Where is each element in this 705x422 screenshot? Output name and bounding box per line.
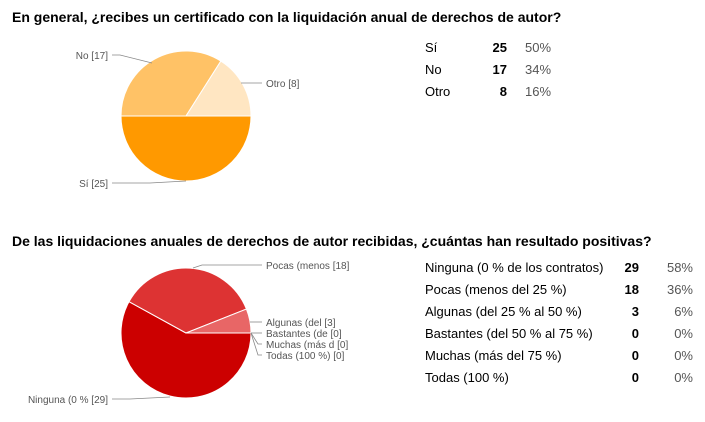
legend-count: 29 bbox=[624, 259, 639, 275]
slice-label-3: Algunas (del [3] bbox=[266, 318, 336, 329]
legend-row: Bastantes (del 50 % al 75 %) 0 0% bbox=[425, 322, 693, 344]
legend-category: Ninguna (0 % de los contratos) bbox=[425, 259, 604, 275]
legend-percent: 0% bbox=[674, 325, 693, 341]
legend-count: 17 bbox=[492, 61, 507, 77]
slice-label-6: Todas (100 %) [0] bbox=[266, 351, 345, 362]
legend-percent: 6% bbox=[674, 303, 693, 319]
pie-slice-1 bbox=[120, 115, 252, 182]
legend-category: Muchas (más del 75 %) bbox=[425, 347, 562, 363]
legend-percent: 50% bbox=[525, 39, 552, 55]
callout-line-1 bbox=[112, 180, 187, 184]
legend-percent: 16% bbox=[525, 83, 552, 99]
legend-category: Pocas (menos del 25 %) bbox=[425, 281, 567, 297]
legend-row: Sí 25 50% bbox=[425, 36, 551, 58]
legend-row: No 17 34% bbox=[425, 58, 551, 80]
pie-slice-3 bbox=[185, 60, 252, 117]
legend-percent: 58% bbox=[666, 259, 693, 275]
chart-1-pie: Sí [25] No [17] Otro [8] bbox=[76, 50, 300, 190]
slice-label-4: Bastantes (de [0] bbox=[266, 329, 342, 340]
legend-category: Sí bbox=[425, 39, 438, 55]
chart-2-pie: Ninguna (0 % [29] Pocas (menos [18] Alguna… bbox=[28, 261, 350, 406]
legend-count: 18 bbox=[624, 281, 639, 297]
legend-category: Otro bbox=[425, 83, 451, 99]
legend-row: Todas (100 %) 0 0% bbox=[425, 366, 693, 388]
legend-count: 0 bbox=[631, 347, 639, 363]
legend-category: No bbox=[425, 61, 442, 77]
legend-row: Otro 8 16% bbox=[425, 80, 551, 102]
callout-line-1 bbox=[112, 396, 171, 400]
callout-line-5 bbox=[250, 332, 262, 345]
legend-count: 3 bbox=[631, 303, 639, 319]
pie-slice-1 bbox=[120, 301, 252, 399]
legend-count: 0 bbox=[631, 369, 639, 385]
pie-slice-2 bbox=[128, 267, 248, 334]
callout-line-6 bbox=[250, 332, 262, 356]
legend-percent: 34% bbox=[525, 61, 552, 77]
slice-label-1: Sí [25] bbox=[79, 179, 108, 190]
legend-category: Algunas (del 25 % al 50 %) bbox=[425, 303, 582, 319]
legend-count: 8 bbox=[499, 83, 507, 99]
legend-row: Algunas (del 25 % al 50 %) 3 6% bbox=[425, 300, 693, 322]
legend-category: Bastantes (del 50 % al 75 %) bbox=[425, 325, 593, 341]
legend-percent: 0% bbox=[674, 347, 693, 363]
legend-row: Muchas (más del 75 %) 0 0% bbox=[425, 344, 693, 366]
chart-1-legend-table: Sí 25 50% No 17 34% Otro 8 16% bbox=[425, 36, 551, 102]
legend-count: 0 bbox=[631, 325, 639, 341]
slice-label-3: Otro [8] bbox=[266, 79, 300, 90]
callout-line-2 bbox=[192, 264, 262, 269]
legend-category: Todas (100 %) bbox=[425, 369, 509, 385]
slice-label-1: Ninguna (0 % [29] bbox=[28, 395, 108, 406]
chart-2-legend-table: Ninguna (0 % de los contratos) 29 58% Pocas… bbox=[425, 256, 693, 388]
legend-row: Ninguna (0 % de los contratos) 29 58% bbox=[425, 256, 693, 278]
legend-count: 25 bbox=[492, 39, 507, 55]
chart-2-title: De las liquidaciones anuales de derechos… bbox=[12, 233, 652, 249]
chart-1-title: En general, ¿recibes un certificado con … bbox=[12, 9, 562, 25]
slice-label-2: Pocas (menos [18] bbox=[266, 261, 350, 272]
legend-percent: 0% bbox=[674, 369, 693, 385]
legend-percent: 36% bbox=[666, 281, 693, 297]
legend-row: Pocas (menos del 25 %) 18 36% bbox=[425, 278, 693, 300]
callout-line-2 bbox=[112, 54, 153, 64]
slice-label-5: Muchas (más d [0] bbox=[266, 340, 348, 351]
slice-label-2: No [17] bbox=[76, 51, 108, 62]
